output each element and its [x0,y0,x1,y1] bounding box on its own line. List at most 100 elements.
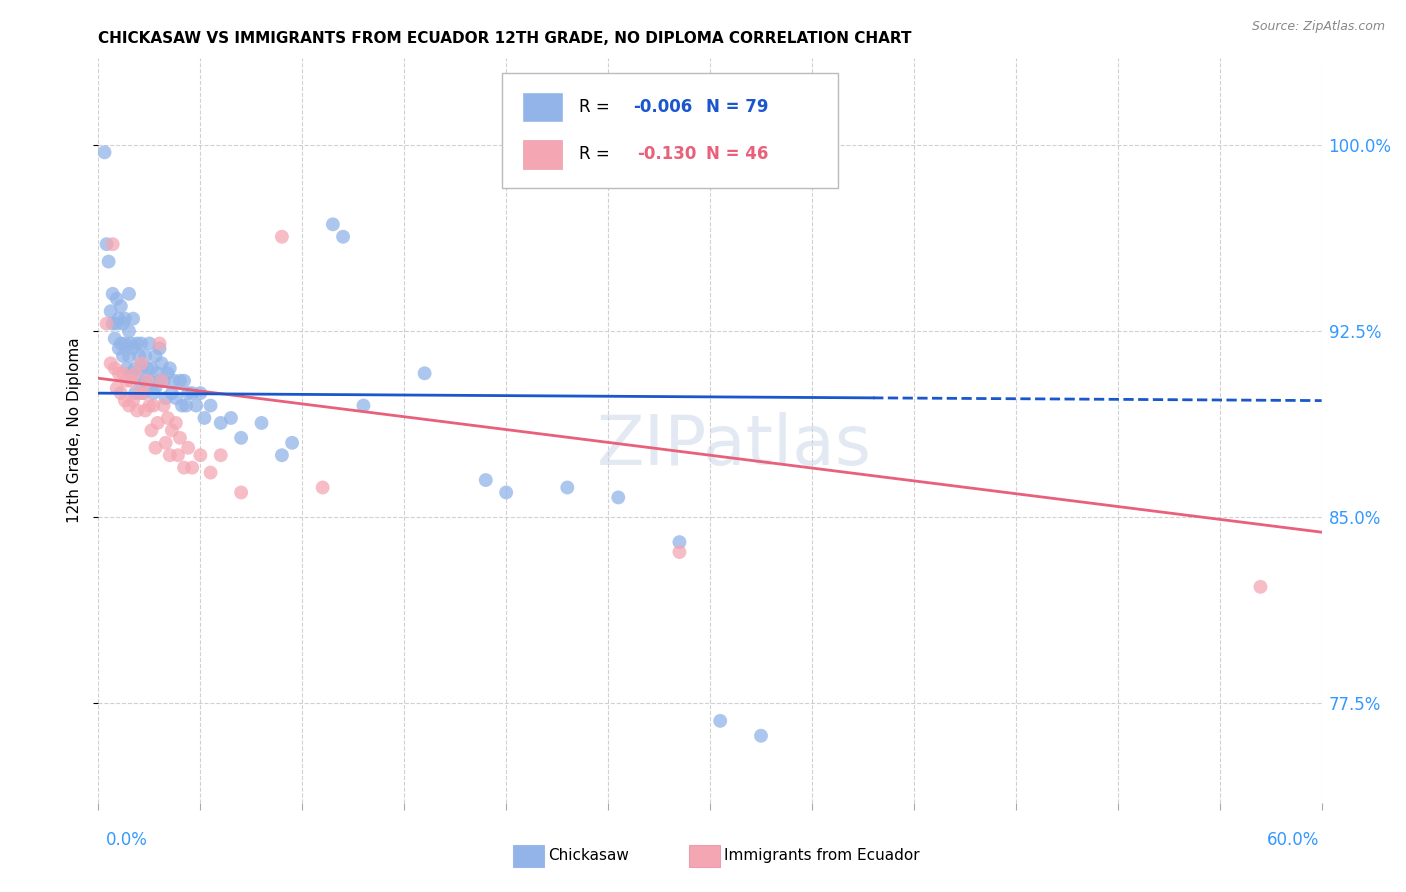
Point [209,416,232,430]
Text: Source: ZipAtlas.com: Source: ZipAtlas.com [1251,20,1385,33]
Point [160,423,183,437]
Point [165,391,187,405]
Point [170,399,193,413]
Point [134,374,156,388]
Point [136,374,159,388]
Point [132,386,155,401]
Point [124,361,146,376]
Point [105,317,128,331]
Point [100,304,122,318]
Point [607,491,630,505]
Point [181,460,204,475]
Point [160,386,183,401]
Point [193,411,215,425]
Point [312,481,335,495]
Point [188,448,212,462]
Point [163,374,186,388]
Point [167,448,190,462]
Text: R =: R = [579,145,620,163]
Point [1249,580,1271,594]
Point [129,356,152,370]
Point [155,435,177,450]
Point [129,336,152,351]
Point [169,431,191,445]
Text: Chickasaw: Chickasaw [548,848,630,863]
Point [129,361,152,376]
Point [231,431,253,445]
Point [152,399,174,413]
Point [141,361,163,376]
Text: N = 46: N = 46 [706,145,769,163]
Point [134,349,156,363]
Point [149,342,172,356]
Point [120,366,142,380]
Point [155,391,177,405]
Point [118,399,141,413]
Point [146,416,169,430]
Point [120,336,142,351]
Point [173,374,195,388]
Point [134,403,156,417]
Bar [523,140,562,169]
Point [93,145,115,160]
Point [159,361,181,376]
Point [173,460,195,475]
Point [270,448,294,462]
Point [127,403,149,417]
Point [474,473,498,487]
Point [146,366,169,380]
Point [219,411,242,425]
Bar [523,93,562,121]
Point [105,381,128,395]
Point [150,356,173,370]
Point [122,311,145,326]
Point [156,411,179,425]
Point [142,399,165,413]
Point [181,386,204,401]
Text: ZIPatlas: ZIPatlas [598,412,872,479]
Point [668,545,690,559]
Point [101,286,124,301]
Point [111,317,134,331]
Point [118,286,141,301]
Text: CHICKASAW VS IMMIGRANTS FROM ECUADOR 12TH GRADE, NO DIPLOMA CORRELATION CHART: CHICKASAW VS IMMIGRANTS FROM ECUADOR 12T… [98,31,912,46]
Point [124,386,146,401]
Text: -0.130: -0.130 [637,145,696,163]
FancyBboxPatch shape [502,73,838,188]
Point [100,356,122,370]
Point [749,729,772,743]
Point [101,317,124,331]
Point [165,416,187,430]
Point [145,441,167,455]
Point [118,349,141,363]
Point [128,386,150,401]
Point [111,366,134,380]
Point [159,448,181,462]
Point [114,336,136,351]
Text: N = 79: N = 79 [706,98,769,116]
Point [108,311,131,326]
Point [132,386,155,401]
Point [231,485,253,500]
Point [142,386,165,401]
Point [209,448,232,462]
Point [145,381,167,395]
Point [104,332,127,346]
Point [145,349,167,363]
Point [108,342,131,356]
Point [281,435,304,450]
Point [177,386,200,401]
Point [270,229,294,244]
Point [138,374,160,388]
Point [186,399,208,413]
Point [115,361,138,376]
Point [200,466,222,480]
Point [138,399,160,413]
Point [114,311,136,326]
Point [122,393,145,408]
Point [250,416,273,430]
Point [110,299,132,313]
Point [152,374,174,388]
Point [332,229,354,244]
Point [200,399,222,413]
